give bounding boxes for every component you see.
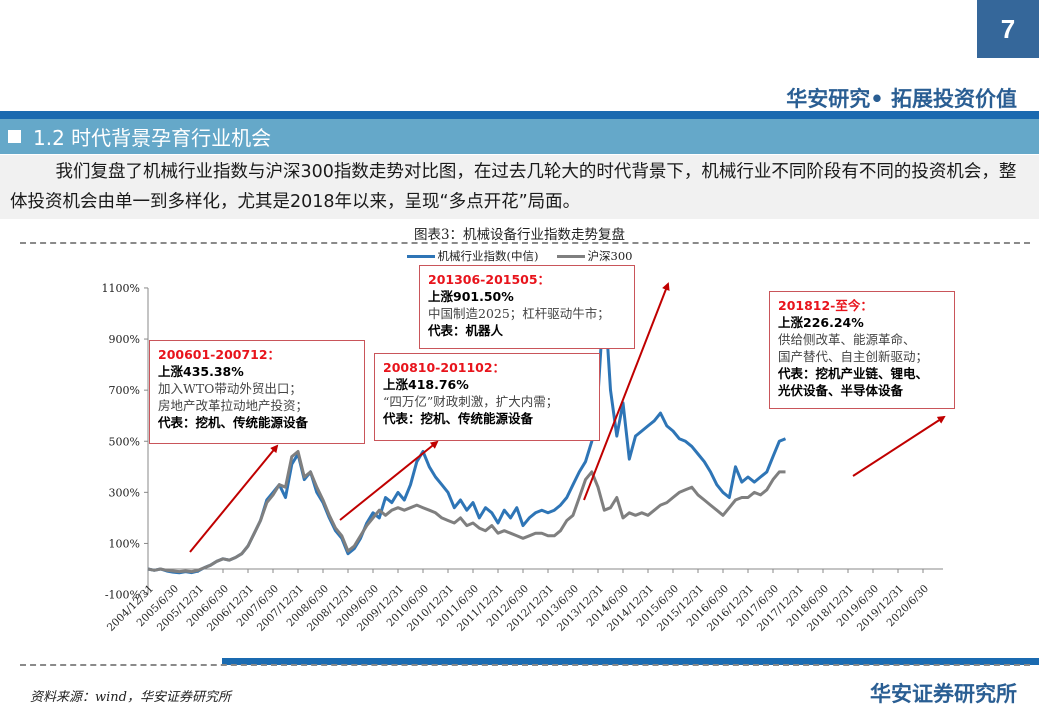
y-tick-label: 500%	[109, 435, 140, 448]
y-tick-label: 100%	[109, 537, 140, 550]
annotation-representatives: 光伏设备、半导体设备	[778, 383, 904, 398]
footer-brand: 华安证券研究所	[870, 682, 1017, 706]
annotation-box-2006: 200601-200712： 上涨435.38% 加入WTO带动外贸出口； 房地…	[149, 340, 365, 444]
annotation-driver: 房地产改革拉动地产投资；	[158, 398, 309, 413]
annotation-driver: “四万亿”财政刺激，扩大内需；	[383, 394, 559, 409]
annotation-gain: 上涨418.76%	[383, 377, 469, 392]
series-line-hs300	[147, 450, 786, 574]
trend-arrow-2019	[852, 415, 946, 477]
annotation-box-2018: 201812-至今： 上涨226.24% 供给侧改革、能源革命、 国产替代、自主…	[769, 291, 955, 409]
legend-label-machinery: 机械行业指数(中信)	[437, 249, 539, 263]
annotation-representatives: 代表：挖机、传统能源设备	[158, 415, 309, 430]
y-tick-label: -100%	[105, 589, 140, 602]
annotation-representatives: 代表：挖机产业链、锂电、	[778, 366, 929, 381]
page-number: 7	[977, 0, 1039, 58]
annotation-driver: 加入WTO带动外贸出口；	[158, 381, 302, 396]
annotation-box-2008: 200810-201102： 上涨418.76% “四万亿”财政刺激，扩大内需；…	[374, 353, 600, 441]
dashed-divider-top	[20, 242, 1030, 244]
y-tick-label: 900%	[109, 333, 140, 346]
trend-arrow-2009	[339, 440, 439, 521]
trend-arrows	[189, 282, 946, 553]
annotation-driver: 国产替代、自主创新驱动；	[778, 349, 929, 364]
legend-swatch-hs300	[556, 254, 585, 258]
legend-item-machinery: 机械行业指数(中信)	[406, 248, 539, 264]
annotation-period: 200601-200712：	[158, 347, 281, 362]
trend-arrow-2013	[583, 282, 670, 501]
section-title: 1.2 时代背景孕育行业机会	[33, 126, 272, 150]
legend-item-hs300: 沪深300	[556, 248, 633, 264]
header-divider-bar	[0, 111, 1039, 119]
section-heading: 1.2 时代背景孕育行业机会	[0, 119, 1039, 154]
intro-paragraph-box: 我们复盘了机械行业指数与沪深300指数走势对比图，在过去几轮大的时代背景下，机械…	[0, 155, 1039, 219]
chart-legend: 机械行业指数(中信) 沪深300	[0, 248, 1039, 264]
dashed-divider-bottom	[20, 664, 1030, 666]
figure-title: 图表3：机械设备行业指数走势复盘	[413, 227, 626, 243]
trend-arrow-2006	[189, 444, 279, 553]
y-axis: 1100% 900% 700% 500% 300% 100% -100%	[102, 282, 149, 602]
annotation-representatives: 代表：挖机、传统能源设备	[383, 411, 534, 426]
annotation-box-2013: 201306-201505： 上涨901.50% 中国制造2025；杠杆驱动牛市…	[419, 265, 635, 349]
header-slogan: 华安研究• 拓展投资价值	[786, 87, 1017, 111]
figure-source: 资料来源：wind，华安证券研究所	[30, 690, 231, 705]
annotation-period: 201306-201505：	[428, 272, 551, 287]
square-bullet-icon	[8, 130, 21, 143]
legend-swatch-machinery	[406, 254, 435, 258]
y-tick-label: 1100%	[102, 282, 140, 295]
annotation-period: 201812-至今：	[778, 298, 873, 313]
annotation-period: 200810-201102：	[383, 360, 506, 375]
intro-text: 我们复盘了机械行业指数与沪深300指数走势对比图，在过去几轮大的时代背景下，机械…	[10, 162, 1017, 212]
legend-label-hs300: 沪深300	[587, 249, 633, 263]
chart-series	[147, 291, 787, 575]
y-tick-label: 700%	[109, 384, 140, 397]
annotation-representatives: 代表：机器人	[428, 323, 504, 338]
x-axis: 2004/12/312005/6/302005/12/312006/6/3020…	[105, 568, 943, 634]
y-tick-label: 300%	[109, 486, 140, 499]
annotation-gain: 上涨226.24%	[778, 315, 864, 330]
annotation-driver: 供给侧改革、能源革命、	[778, 332, 916, 347]
annotation-gain: 上涨901.50%	[428, 289, 514, 304]
footer-divider-bar	[222, 658, 1039, 665]
annotation-driver: 中国制造2025；杠杆驱动牛市；	[428, 306, 610, 321]
annotation-gain: 上涨435.38%	[158, 364, 244, 379]
